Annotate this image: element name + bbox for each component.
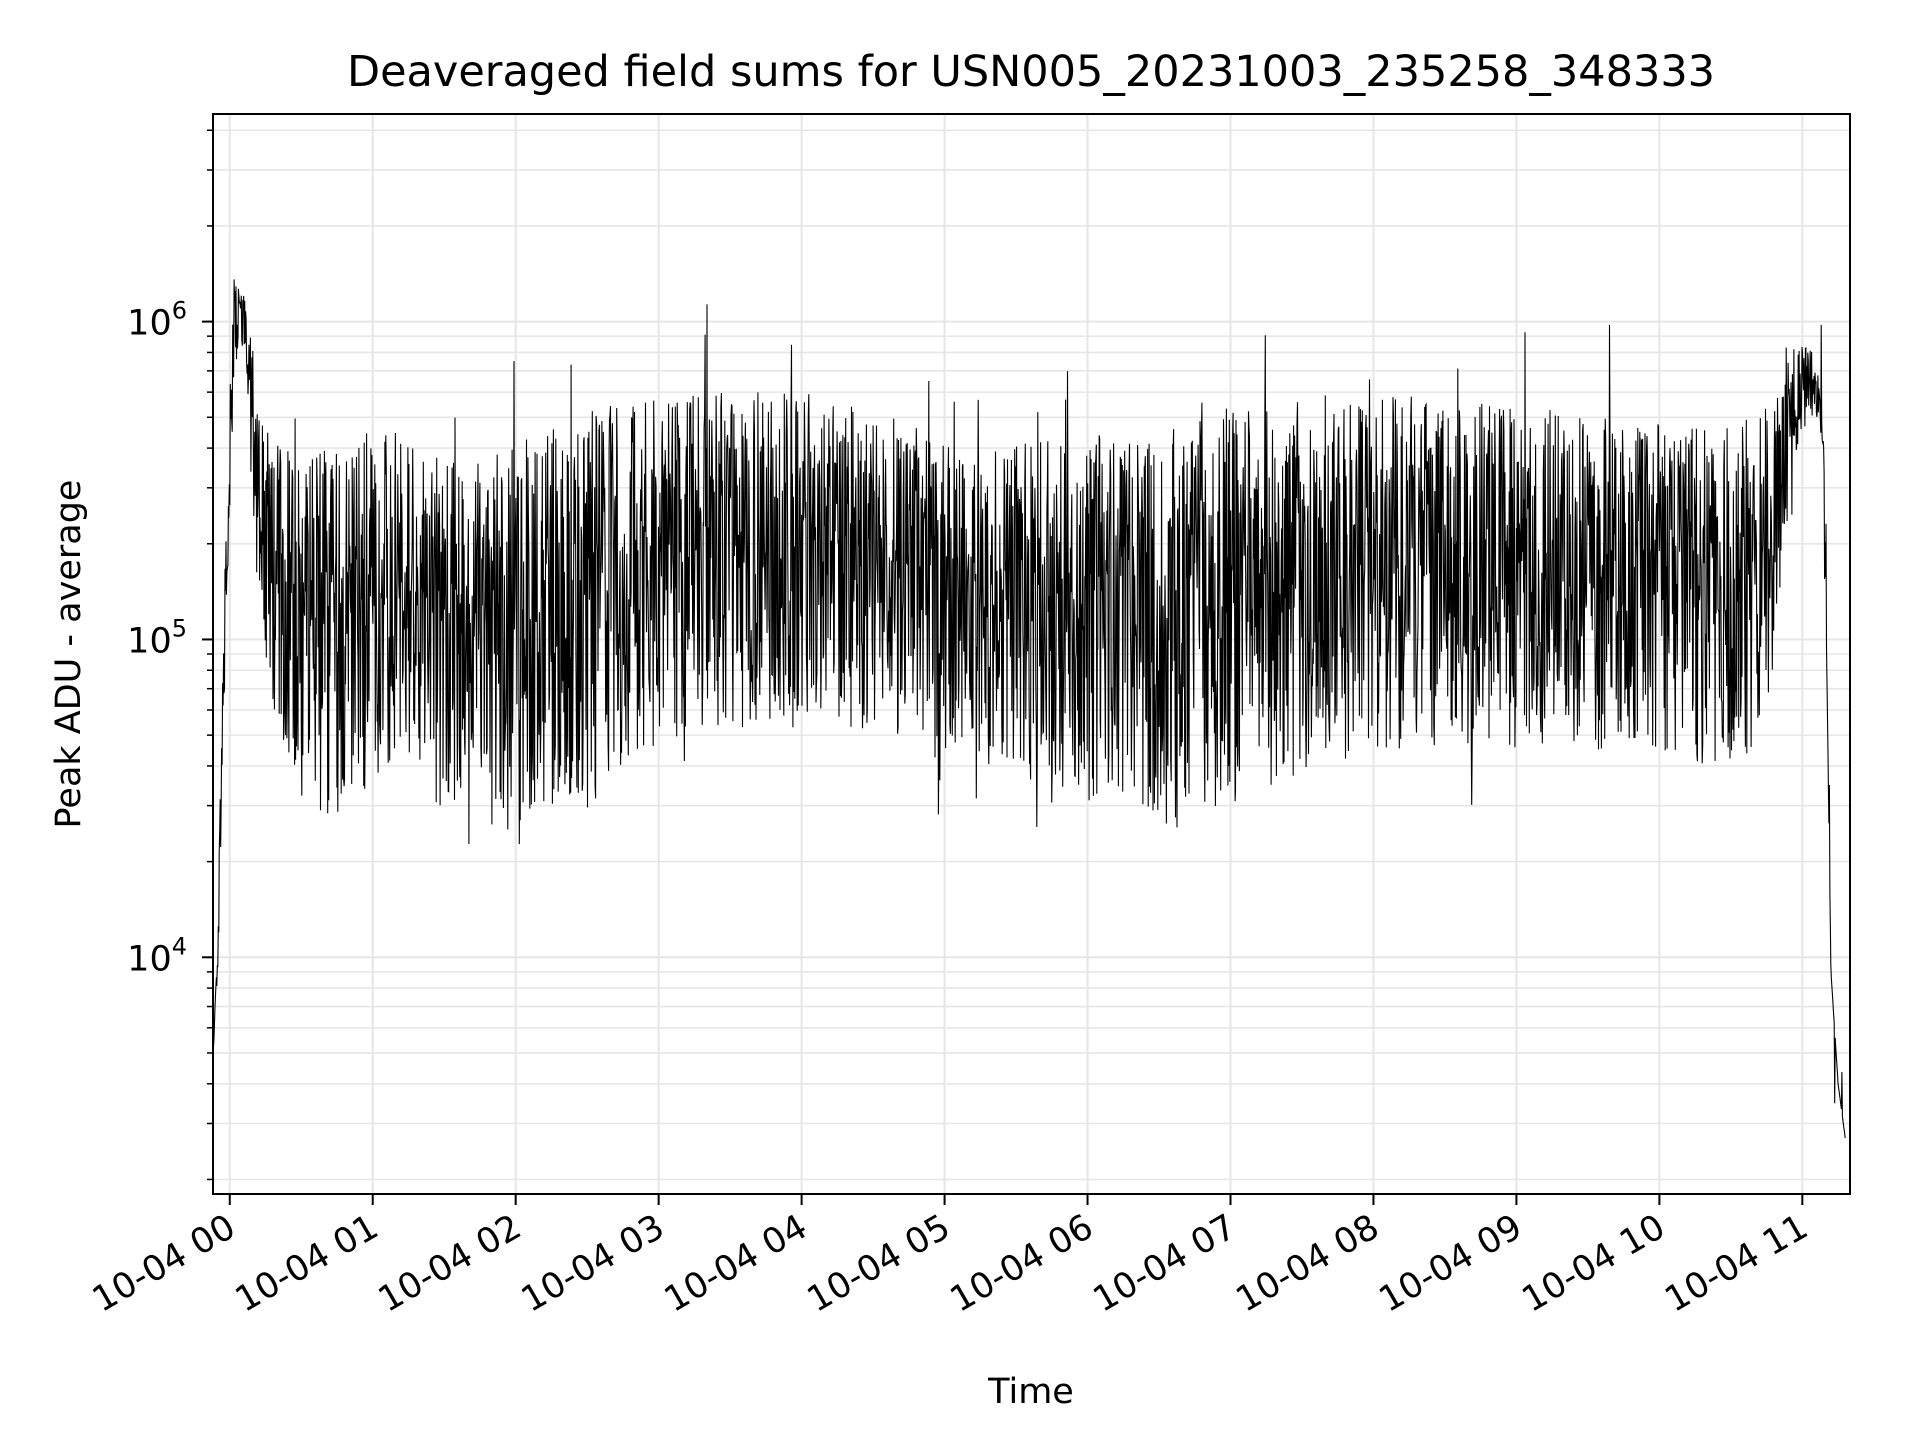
x-tick-label: 10-04 07: [1087, 1207, 1243, 1320]
x-tick-label: 10-04 00: [86, 1207, 242, 1320]
y-axis-label: Peak ADU - average: [49, 480, 89, 829]
y-tick-label: 104: [127, 932, 187, 979]
x-tick-label: 10-04 01: [229, 1207, 385, 1320]
x-tick-label: 10-04 08: [1230, 1207, 1386, 1320]
x-tick-label: 10-04 06: [944, 1207, 1100, 1320]
y-axis-ticks: 104 105 106: [127, 129, 213, 1181]
x-tick-label: 10-04 05: [801, 1207, 957, 1320]
series-line: [212, 279, 1846, 1139]
series-layer: [212, 279, 1846, 1139]
x-tick-label: 10-04 11: [1659, 1207, 1815, 1320]
x-tick-label: 10-04 03: [515, 1207, 671, 1320]
chart-title: Deaveraged field sums for USN005_2023100…: [347, 47, 1715, 97]
x-tick-label: 10-04 04: [658, 1207, 814, 1320]
x-axis-label: Time: [987, 1372, 1074, 1412]
x-tick-label: 10-04 02: [372, 1207, 528, 1320]
x-tick-label: 10-04 10: [1516, 1207, 1672, 1320]
y-tick-label: 106: [127, 297, 187, 344]
x-tick-label: 10-04 09: [1373, 1207, 1529, 1320]
y-tick-label: 105: [127, 614, 187, 661]
